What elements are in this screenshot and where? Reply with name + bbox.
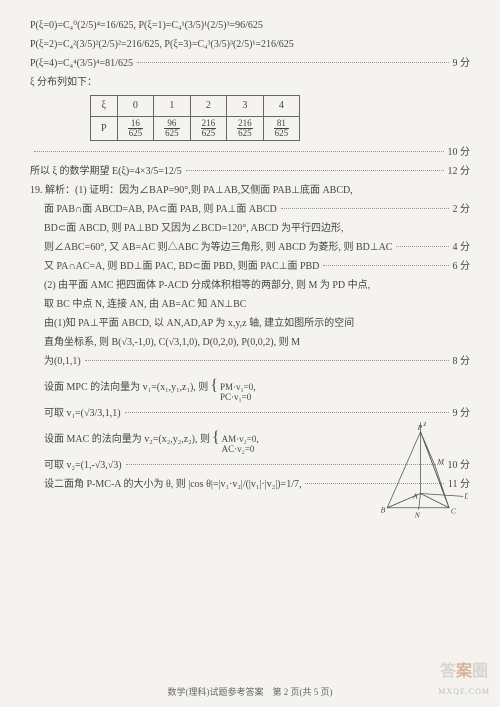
score: 10 分 [448, 145, 471, 161]
vec-cond: AM·v₂=0 [222, 434, 257, 444]
th: 3 [227, 96, 264, 117]
svg-text:A: A [412, 491, 418, 500]
table-title: ξ 分布列如下： [30, 75, 97, 91]
cell: 96625 [154, 117, 191, 141]
vec-line: 设面 MPC 的法向量为 v₁=(x₁,y₁,z₁), 则 [44, 380, 208, 396]
th: 1 [154, 96, 191, 117]
cell: 81625 [263, 117, 300, 141]
proof-line: 直角坐标系, 则 B(√3,-1,0), C(√3,1,0), D(0,2,0)… [44, 335, 300, 351]
angle-line: 设二面角 P-MC-A 的大小为 θ, 则 |cos θ|=|v₁·v₂|/(|… [44, 477, 301, 493]
score: 2 分 [453, 202, 471, 218]
dotfill [137, 62, 449, 63]
proof-line: 由(1)知 PA⊥平面 ABCD, 以 AN,AD,AP 为 x,y,z 轴, … [44, 316, 354, 332]
proof-line: 19. 解析：(1) 证明：因为∠BAP=90°,则 PA⊥AB,又侧面 PAB… [30, 183, 353, 199]
cell: 16625 [117, 117, 154, 141]
dotfill [281, 208, 449, 209]
proof-line: 为(0,1,1) [44, 354, 81, 370]
proof-line: 取 BC 中点 N, 连接 AN, 由 AB=AC 知 AN⊥BC [44, 297, 246, 313]
cell: 216625 [227, 117, 264, 141]
result-line: 可取 v₁=(√3/3,1,1) [44, 406, 121, 422]
score: 8 分 [453, 354, 471, 370]
page-footer: 数学(理科)试题参考答案 第 2 页(共 5 页) [0, 685, 500, 699]
comma: , [253, 380, 256, 396]
watermark: 答案圈 [440, 659, 488, 685]
result-line: 可取 v₂=(1,-√3,√3) [44, 458, 122, 474]
svg-text:D: D [463, 491, 468, 500]
svg-text:M: M [437, 457, 445, 466]
svg-text:C: C [451, 506, 457, 515]
distribution-table: ξ 0 1 2 3 4 P 16625 96625 216625 216625 … [90, 95, 300, 141]
svg-text:P: P [417, 423, 423, 432]
dotfill [396, 246, 448, 247]
svg-text:N: N [414, 510, 421, 519]
eq-line: P(ξ=4)=C₄⁴(3/5)⁴=81/625 [30, 56, 133, 72]
dotfill [323, 265, 448, 266]
score: 12 分 [448, 164, 471, 180]
proof-line: 则∠ABC=60°, 又 AB=AC 则△ABC 为等边三角形, 则 ABCD … [44, 240, 392, 256]
comma: , [256, 432, 259, 448]
eq-line: P(ξ=0)=C₄⁰(2/5)⁴=16/625, P(ξ=1)=C₄¹(3/5)… [30, 18, 263, 34]
row-label: P [91, 117, 118, 141]
brace-icon: { [212, 425, 220, 451]
cell: 216625 [190, 117, 227, 141]
geometry-diagram: P M A B C D N z [373, 422, 468, 527]
watermark-url: MXQE.COM [438, 686, 490, 699]
dotfill [125, 412, 449, 413]
expect-line: 所以 ξ 的数学期望 E(ξ)=4×3/5=12/5 [30, 164, 182, 180]
score: 6 分 [453, 259, 471, 275]
score: 9 分 [453, 56, 471, 72]
dotfill [186, 170, 444, 171]
vec-cond: PC·v₁=0 [220, 392, 251, 402]
vec-line: 设面 MAC 的法向量为 v₂=(x₂,y₂,z₂), 则 [44, 432, 210, 448]
vec-cond: PM·v₁=0 [220, 382, 253, 392]
score: 4 分 [453, 240, 471, 256]
proof-line: 又 PA∩AC=A, 则 BD⊥面 PAC, BD⊂面 PBD, 则面 PAC⊥… [44, 259, 319, 275]
proof-line: BD⊂面 ABCD, 则 PA⊥BD 又因为∠BCD=120°, ABCD 为平… [44, 221, 343, 237]
brace-icon: { [210, 373, 218, 399]
eq-line: P(ξ=2)=C₄²(3/5)²(2/5)²=216/625, P(ξ=3)=C… [30, 37, 294, 53]
th: 4 [263, 96, 300, 117]
vec-cond: AC·v₂=0 [222, 444, 255, 454]
dotfill [34, 151, 444, 152]
th: ξ [91, 96, 118, 117]
score: 9 分 [453, 406, 471, 422]
th: 0 [117, 96, 154, 117]
svg-text:B: B [381, 506, 386, 515]
proof-line: 面 PAB∩面 ABCD=AB, PA⊂面 PAB, 则 PA⊥面 ABCD [44, 202, 277, 218]
proof-line: (2) 由平面 AMC 把四面体 P-ACD 分成体积相等的两部分, 则 M 为… [44, 278, 370, 294]
dotfill [85, 360, 449, 361]
svg-text:z: z [422, 422, 426, 428]
th: 2 [190, 96, 227, 117]
